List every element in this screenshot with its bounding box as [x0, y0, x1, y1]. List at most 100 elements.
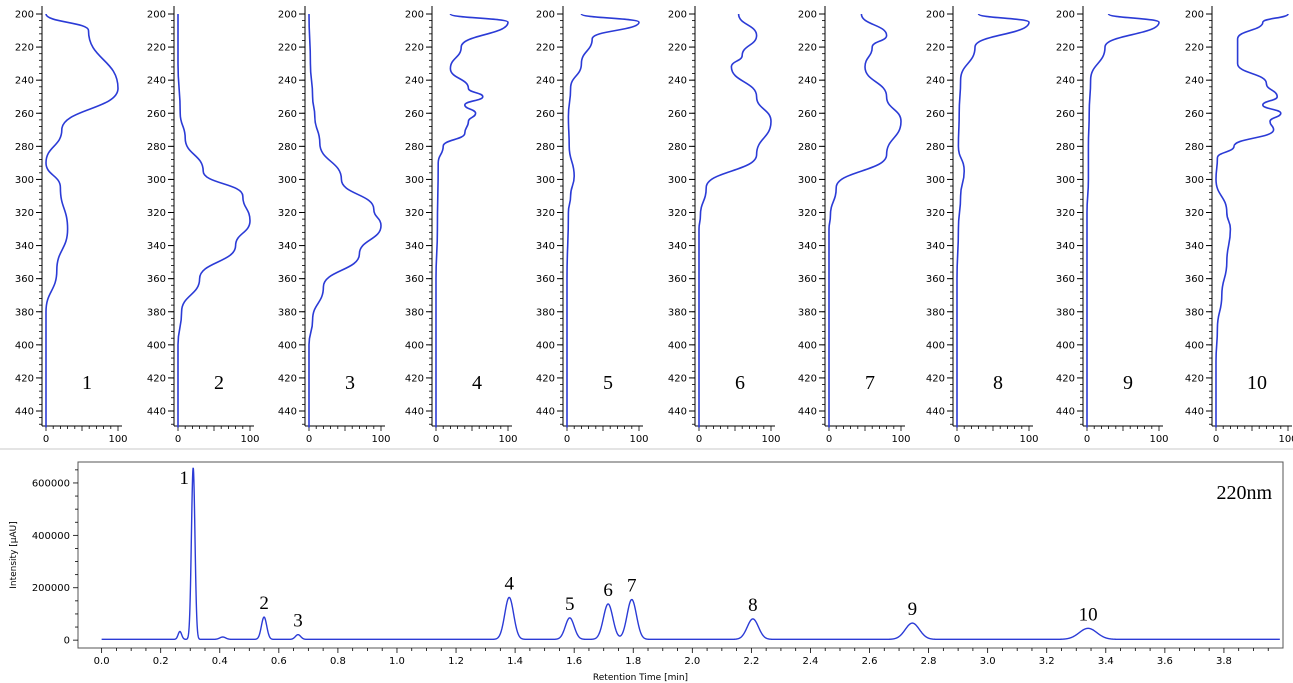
spectrum-y-tick-label: 280 [536, 142, 555, 153]
spectrum-y-tick-label: 280 [668, 142, 687, 153]
spectrum-y-tick-label: 420 [926, 373, 945, 384]
spectrum-x-tick-label: 0 [696, 434, 702, 445]
spectrum-panel-label: 7 [865, 372, 875, 394]
peak-label-5: 5 [565, 594, 575, 615]
spectrum-y-tick-label: 340 [405, 241, 424, 252]
spectrum-y-tick-label: 220 [278, 43, 297, 54]
peak-label-2: 2 [259, 593, 269, 614]
spectrum-y-tick-label: 200 [536, 10, 555, 21]
spectrum-y-tick-label: 340 [1056, 241, 1075, 252]
spectrum-y-tick-label: 400 [926, 340, 945, 351]
spectrum-y-tick-label: 360 [405, 274, 424, 285]
spectrum-x-tick-label: 0 [433, 434, 439, 445]
spectrum-x-tick-label: 100 [371, 434, 390, 445]
spectrum-y-tick-label: 300 [668, 175, 687, 186]
spectrum-y-tick-label: 220 [798, 43, 817, 54]
spectrum-y-tick-label: 380 [147, 307, 166, 318]
spectrum-x-tick-label: 0 [43, 434, 49, 445]
spectrum-y-tick-label: 200 [926, 10, 945, 21]
spectrum-y-tick-label: 220 [1185, 43, 1204, 54]
spectrum-y-tick-label: 300 [278, 175, 297, 186]
spectrum-y-tick-label: 400 [278, 340, 297, 351]
spectrum-y-tick-label: 440 [926, 407, 945, 418]
spectrum-y-tick-label: 220 [926, 43, 945, 54]
chromatogram-plot: 0.0 0.2 0.4 0.6 0.8 1.0 1.2 1.4 1.6 1.8 2.0 2.2 2.4 2… [9, 461, 1284, 683]
spectrum-panel-6: 200 220 240 260 280 300 320 340 360 380 400 420 440 0… [668, 6, 781, 445]
spectrum-y-tick-label: 240 [147, 76, 166, 87]
spectrum-y-tick-label: 240 [15, 76, 34, 87]
spectrum-curve-10 [1215, 13, 1289, 428]
spectrum-x-tick-label: 0 [1084, 434, 1090, 445]
spectrum-panel-3: 200 220 240 260 280 300 320 340 360 380 400 420 440 0… [278, 6, 391, 445]
spectrum-y-tick-label: 260 [15, 109, 34, 120]
spectrum-y-tick-label: 400 [1185, 340, 1204, 351]
spectrum-y-tick-label: 240 [1185, 76, 1204, 87]
spectrum-y-tick-label: 220 [15, 43, 34, 54]
spectrum-y-tick-label: 420 [405, 373, 424, 384]
spectrum-y-tick-label: 440 [668, 407, 687, 418]
spectrum-panel-5: 200 220 240 260 280 300 320 340 360 380 400 420 440 0… [536, 6, 649, 445]
spectrum-y-tick-label: 320 [1056, 208, 1075, 219]
spectrum-y-tick-label: 380 [536, 307, 555, 318]
spectrum-panel-label: 1 [82, 372, 92, 394]
spectrum-y-tick-label: 260 [405, 109, 424, 120]
spectrum-y-tick-label: 260 [926, 109, 945, 120]
spectrum-y-tick-label: 400 [15, 340, 34, 351]
spectrum-y-tick-label: 380 [1185, 307, 1204, 318]
spectrum-x-tick-label: 0 [826, 434, 832, 445]
spectrum-panel-1: 200 220 240 260 280 300 320 340 360 380 400 420 440 0… [15, 6, 128, 445]
peak-label-3: 3 [293, 611, 303, 632]
spectrum-y-tick-label: 300 [536, 175, 555, 186]
spectrum-y-tick-label: 340 [926, 241, 945, 252]
spectrum-y-tick-label: 260 [668, 109, 687, 120]
spectrum-y-tick-label: 380 [926, 307, 945, 318]
spectrum-x-tick-label: 0 [954, 434, 960, 445]
spectrum-y-tick-label: 440 [1185, 407, 1204, 418]
spectrum-y-tick-label: 360 [1185, 274, 1204, 285]
spectrum-x-tick-label: 0 [175, 434, 181, 445]
peak-label-10: 10 [1079, 604, 1098, 625]
chrom-x-tick-label: 2.4 [802, 656, 818, 667]
spectrum-y-tick-label: 240 [278, 76, 297, 87]
spectrum-panel-label: 10 [1247, 372, 1267, 394]
spectrum-y-tick-label: 320 [15, 208, 34, 219]
chrom-x-tick-label: 3.8 [1216, 656, 1232, 667]
spectrum-x-tick-label: 100 [761, 434, 780, 445]
spectrum-curve-8 [956, 13, 1030, 428]
spectrum-y-tick-label: 320 [798, 208, 817, 219]
spectrum-y-tick-label: 440 [798, 407, 817, 418]
spectrum-y-tick-label: 340 [536, 241, 555, 252]
peak-label-7: 7 [627, 576, 637, 597]
spectrum-x-tick-label: 0 [564, 434, 570, 445]
spectrum-y-tick-label: 340 [15, 241, 34, 252]
spectrum-y-tick-label: 260 [536, 109, 555, 120]
spectrum-y-tick-label: 380 [798, 307, 817, 318]
spectrum-panel-8: 200 220 240 260 280 300 320 340 360 380 400 420 440 0… [926, 6, 1039, 445]
spectrum-y-tick-label: 200 [278, 10, 297, 21]
spectrum-y-tick-label: 400 [147, 340, 166, 351]
spectrum-y-tick-label: 420 [1056, 373, 1075, 384]
spectrum-panel-label: 8 [993, 372, 1003, 394]
spectrum-panel-label: 5 [603, 372, 613, 394]
spectrum-x-tick-label: 0 [1213, 434, 1219, 445]
chrom-x-tick-label: 3.2 [1039, 656, 1055, 667]
chrom-x-tick-label: 0.8 [330, 656, 346, 667]
spectrum-y-tick-label: 240 [536, 76, 555, 87]
peak-label-6: 6 [603, 580, 613, 601]
spectrum-y-tick-label: 340 [798, 241, 817, 252]
spectrum-y-tick-label: 220 [668, 43, 687, 54]
spectrum-y-tick-label: 420 [278, 373, 297, 384]
spectrum-y-tick-label: 200 [1185, 10, 1204, 21]
spectrum-y-tick-label: 200 [405, 10, 424, 21]
chrom-x-tick-label: 2.6 [862, 656, 878, 667]
spectrum-y-tick-label: 420 [536, 373, 555, 384]
chrom-x-axis-label: Retention Time [min] [593, 673, 688, 683]
spectrum-curve-6 [698, 13, 772, 428]
spectrum-y-tick-label: 440 [1056, 407, 1075, 418]
spectrum-x-tick-label: 100 [1278, 434, 1293, 445]
spectrum-panel-label: 3 [345, 372, 355, 394]
spectrum-y-tick-label: 280 [1056, 142, 1075, 153]
spectrum-y-tick-label: 260 [798, 109, 817, 120]
spectrum-panel-4: 200 220 240 260 280 300 320 340 360 380 400 420 440 0… [405, 6, 518, 445]
spectrum-curve-5 [566, 13, 640, 428]
